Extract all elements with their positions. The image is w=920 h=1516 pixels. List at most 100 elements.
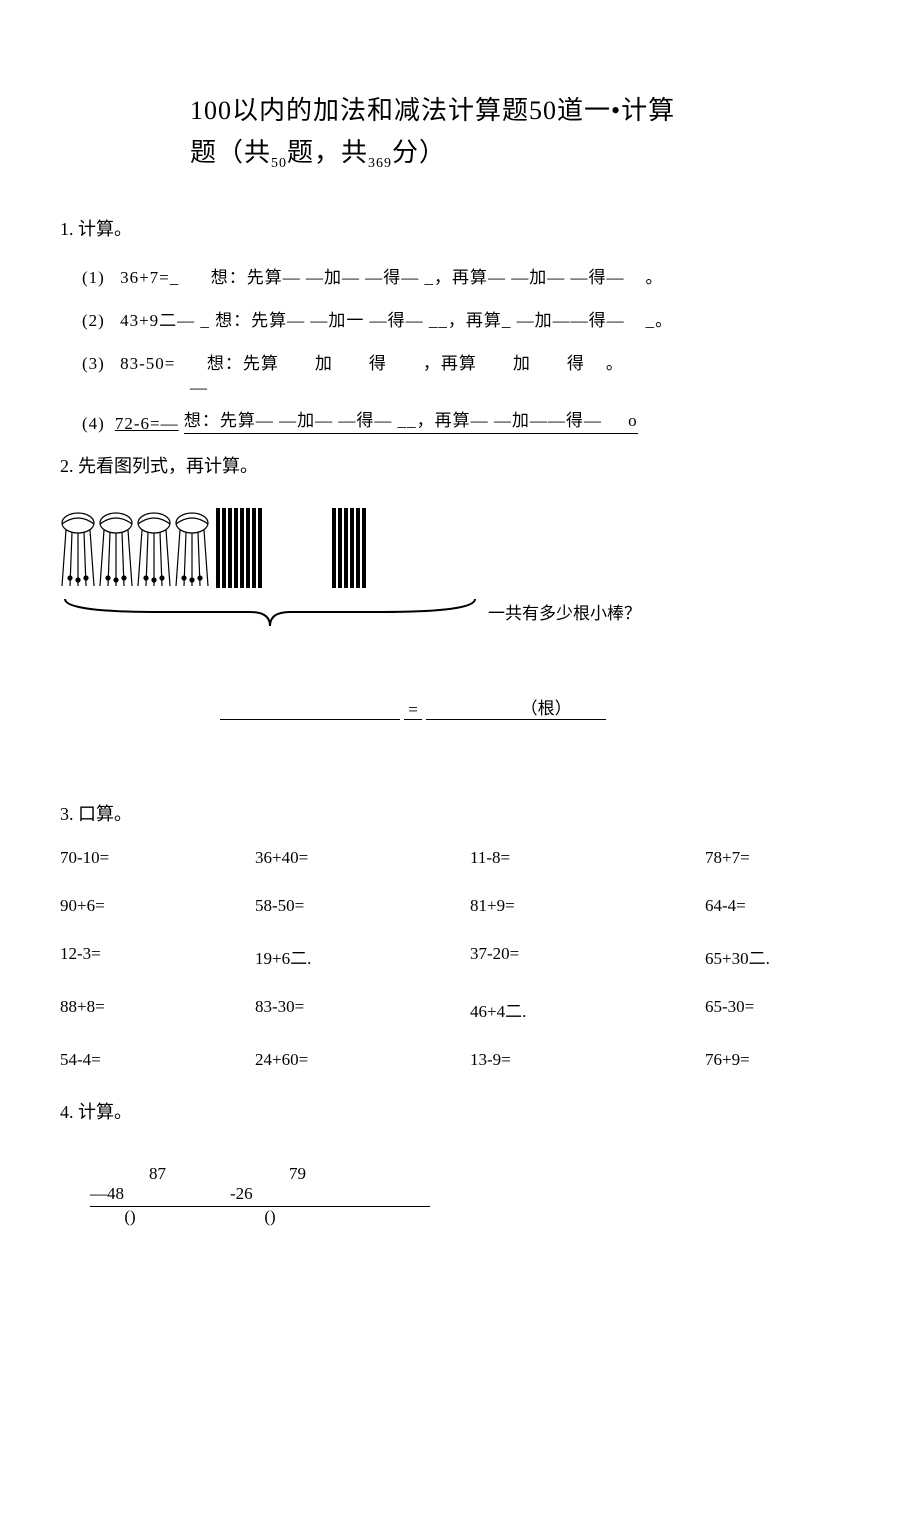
- title-block: 100以内的加法和减法计算题50道一•计算 题（共50题，共369分）: [190, 90, 800, 175]
- stick: [362, 508, 366, 588]
- q4-col-1-ans: (): [90, 1207, 170, 1227]
- q2-bracket-row: 一共有多少根小棒？: [60, 588, 860, 634]
- q1-item-4-text: 想：先算— —加— —得— __，再算— —加——得— o: [184, 406, 638, 434]
- q3-cell: 70-10=: [60, 848, 215, 868]
- bundle-icons: [60, 508, 210, 588]
- q1-item-3-text: 想：先算 加 得 ，再算 加 得: [207, 354, 585, 373]
- q4-block: 87 —48 79 -26 () (): [60, 1164, 860, 1227]
- q3-row: 88+8= 83-30= 46+4二. 65-30=: [60, 997, 860, 1022]
- stick-group-2: [332, 508, 366, 588]
- q3-cell: 37-20=: [410, 944, 625, 969]
- q4-col-2-ans: (): [230, 1207, 310, 1227]
- q3-cell: 12-3=: [60, 944, 215, 969]
- q1-item-3: (3) 83-50= 想：先算 加 得 ，再算 加 得 。: [82, 349, 860, 374]
- q2-answer-line: = （根）: [220, 694, 860, 720]
- q4-ans-row: () (): [90, 1207, 860, 1227]
- q1-heading: 1. 计算。: [60, 215, 860, 241]
- stick: [332, 508, 336, 588]
- q1-item-3-eq: 83-50=: [120, 354, 175, 373]
- bundle-group: [60, 508, 210, 588]
- q3-row: 70-10= 36+40= 11-8= 78+7=: [60, 848, 860, 868]
- title-part-c: 题，共: [287, 138, 368, 167]
- q4-col-1-minus: —48: [90, 1184, 170, 1204]
- q3-cell: 58-50=: [215, 896, 410, 916]
- q1-item-3-num: (3): [82, 354, 105, 373]
- stick: [356, 508, 360, 588]
- stick: [344, 508, 348, 588]
- stick: [338, 508, 342, 588]
- q3-cell: 88+8=: [60, 997, 215, 1022]
- q3-cell: 83-30=: [215, 997, 410, 1022]
- q3-cell: 36+40=: [215, 848, 410, 868]
- q3-cell: 54-4=: [60, 1050, 215, 1070]
- title-line-2: 题（共50题，共369分）: [190, 132, 800, 176]
- q1-item-4-text-inner: 想：先算— —加— —得— __，再算— —加——得—: [184, 411, 602, 430]
- q3-cell: 90+6=: [60, 896, 215, 916]
- title-score: 369: [368, 156, 392, 171]
- q2-equals: =: [404, 700, 422, 720]
- q1-item-3-tail: 。: [606, 354, 624, 373]
- q1-item-2-eq: 43+9二— _: [120, 311, 210, 330]
- q3-cell: 11-8=: [410, 848, 625, 868]
- q3-cell: 76+9=: [625, 1050, 860, 1070]
- q1-item-4-num: (4): [82, 414, 105, 434]
- bracket: [60, 594, 480, 634]
- stick: [350, 508, 354, 588]
- q1-item-1-text: 想：先算— —加— —得— _，再算— —加— —得—: [211, 268, 625, 287]
- title-part-e: 分）: [392, 138, 446, 167]
- q3-cell: 64-4=: [625, 896, 860, 916]
- q1-item-1-tail: 。: [646, 268, 664, 287]
- title-count: 50: [271, 156, 287, 171]
- q4-heading: 4. 计算。: [60, 1098, 860, 1124]
- stick-group-1: [216, 508, 262, 588]
- q3-cell: 81+9=: [410, 896, 625, 916]
- stick: [234, 508, 238, 588]
- worksheet-page: 100以内的加法和减法计算题50道一•计算 题（共50题，共369分） 1. 计…: [0, 0, 920, 1267]
- q3-cell: 65-30=: [625, 997, 860, 1022]
- q4-top-row: 87 —48 79 -26: [90, 1164, 860, 1204]
- q4-col-1: 87 —48: [90, 1164, 170, 1204]
- q2-blank-right[interactable]: （根）: [426, 694, 606, 720]
- q3-cell: 78+7=: [625, 848, 860, 868]
- stick: [222, 508, 226, 588]
- q1-item-4-eq: 72-6=—: [115, 414, 179, 434]
- q4-col-2-top: 79: [230, 1164, 310, 1184]
- q1-item-2-text: 想：先算— —加一 —得— __，再算_ —加——得—: [215, 311, 625, 330]
- q3-cell: 19+6二.: [215, 944, 410, 969]
- title-line-1: 100以内的加法和减法计算题50道一•计算: [190, 90, 800, 132]
- stick: [240, 508, 244, 588]
- q1-item-2-num: (2): [82, 311, 105, 330]
- q3-row: 54-4= 24+60= 13-9= 76+9=: [60, 1050, 860, 1070]
- q3-cell: 24+60=: [215, 1050, 410, 1070]
- stick: [252, 508, 256, 588]
- q1-item-1-num: (1): [82, 268, 105, 287]
- q3-heading: 3. 口算。: [60, 800, 860, 826]
- q3-cell: 46+4二.: [410, 997, 625, 1022]
- q1-item-1: (1) 36+7=_ 想：先算— —加— —得— _，再算— —加— —得— 。: [82, 263, 860, 288]
- q3-cell: 65+30二.: [625, 944, 860, 969]
- q1-item-3-under: —: [190, 378, 860, 398]
- q1-item-2-tail: _。: [646, 311, 674, 330]
- stick: [228, 508, 232, 588]
- q2-caption: 一共有多少根小棒？: [488, 599, 641, 624]
- bracket-icon: [60, 594, 480, 634]
- q4-col-1-top: 87: [90, 1164, 170, 1184]
- stick: [258, 508, 262, 588]
- q3-grid: 70-10= 36+40= 11-8= 78+7= 90+6= 58-50= 8…: [60, 848, 860, 1070]
- title-part-a: 题（共: [190, 138, 271, 167]
- q1-item-4-tail: o: [628, 411, 638, 430]
- q4-col-2: 79 -26: [230, 1164, 310, 1204]
- q4-col-2-minus: -26: [230, 1184, 310, 1204]
- stick: [246, 508, 250, 588]
- q2-figure: 一共有多少根小棒？: [60, 508, 860, 634]
- q1-item-4: (4) 72-6=— 想：先算— —加— —得— __，再算— —加——得— o: [82, 406, 860, 434]
- q1-item-1-eq: 36+7=_: [120, 268, 179, 287]
- q2-figure-row: [60, 508, 860, 588]
- stick: [216, 508, 220, 588]
- q3-cell: 13-9=: [410, 1050, 625, 1070]
- q3-row: 90+6= 58-50= 81+9= 64-4=: [60, 896, 860, 916]
- q1-item-2: (2) 43+9二— _ 想：先算— —加一 —得— __，再算_ —加——得—…: [82, 306, 860, 331]
- q3-row: 12-3= 19+6二. 37-20= 65+30二.: [60, 944, 860, 969]
- q2-blank-left[interactable]: [220, 719, 400, 720]
- q2-heading: 2. 先看图列式，再计算。: [60, 452, 860, 478]
